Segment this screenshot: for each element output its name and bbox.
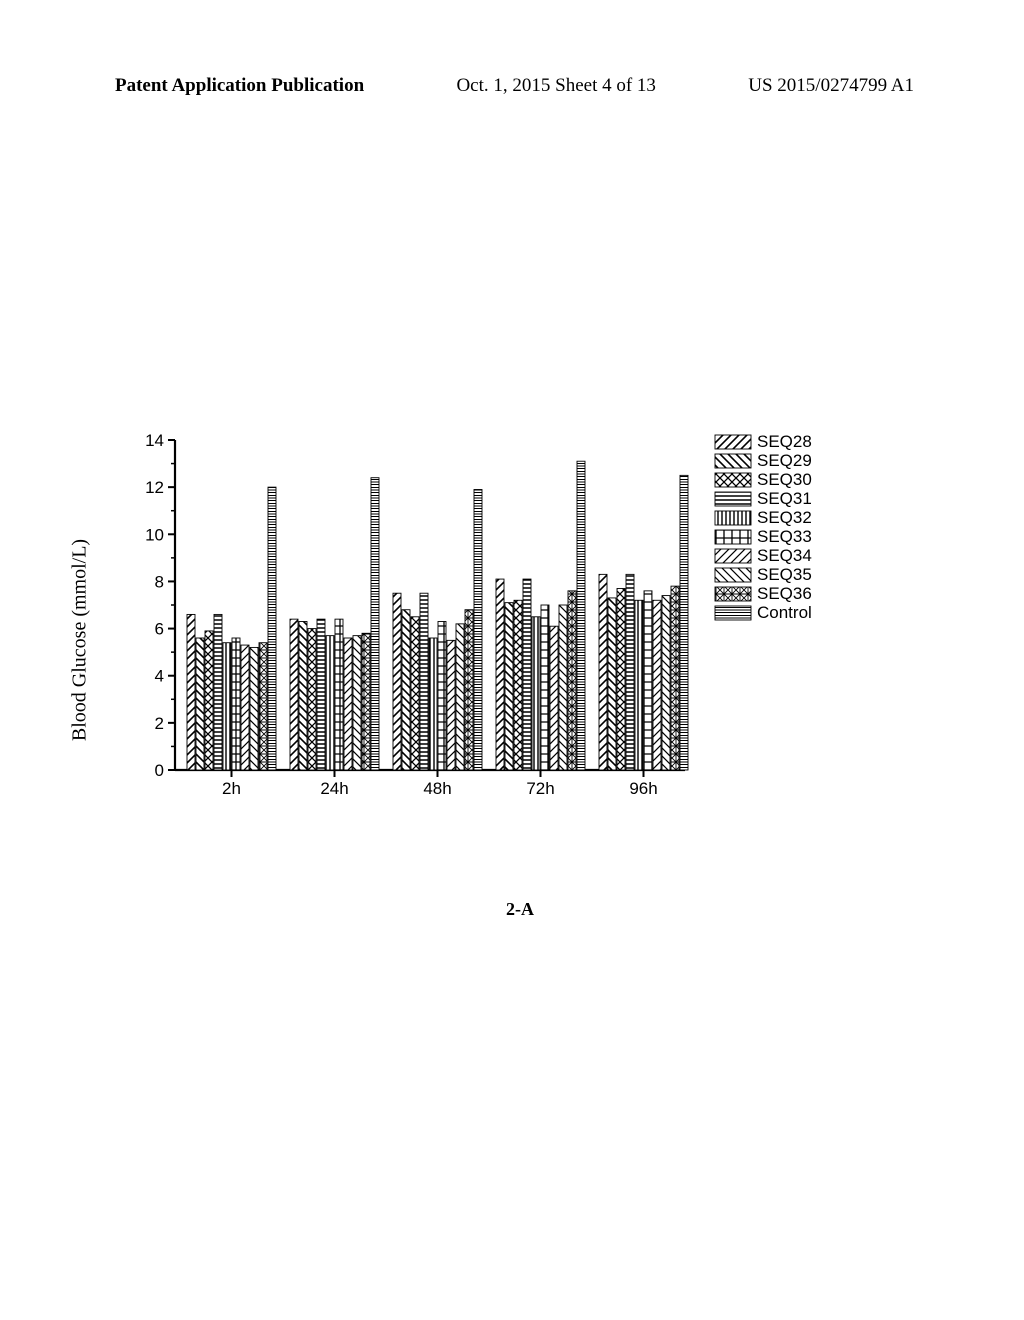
- svg-text:2: 2: [155, 714, 164, 733]
- header-left: Patent Application Publication: [115, 75, 364, 97]
- page-header: Patent Application Publication Oct. 1, 2…: [0, 75, 1024, 97]
- svg-text:96h: 96h: [629, 779, 657, 798]
- svg-text:48h: 48h: [423, 779, 451, 798]
- y-axis-label: Blood Glucose (mmol/L): [69, 539, 92, 741]
- header-right: US 2015/0274799 A1: [748, 75, 914, 97]
- svg-text:SEQ34: SEQ34: [757, 546, 812, 565]
- svg-text:SEQ36: SEQ36: [757, 584, 812, 603]
- svg-text:6: 6: [155, 620, 164, 639]
- svg-text:SEQ31: SEQ31: [757, 489, 812, 508]
- svg-text:SEQ33: SEQ33: [757, 527, 812, 546]
- svg-text:2h: 2h: [222, 779, 241, 798]
- svg-text:SEQ28: SEQ28: [757, 432, 812, 451]
- chart-svg: 0 2 4 6 8 10 12 14 2h 24h 48h 72h 96h SEQ28SEQ29SEQ30…: [120, 430, 885, 810]
- chart-sublabel: 2-A: [506, 899, 534, 920]
- svg-text:72h: 72h: [526, 779, 554, 798]
- chart-container: Blood Glucose (mmol/L) 024681012142h24h4…: [120, 430, 920, 850]
- svg-text:SEQ29: SEQ29: [757, 451, 812, 470]
- svg-text:8: 8: [155, 572, 164, 591]
- svg-text:0: 0: [155, 761, 164, 780]
- svg-text:14: 14: [145, 431, 164, 450]
- svg-text:4: 4: [155, 667, 164, 686]
- svg-text:SEQ32: SEQ32: [757, 508, 812, 527]
- svg-text:Control: Control: [757, 603, 812, 622]
- svg-text:SEQ35: SEQ35: [757, 565, 812, 584]
- svg-text:10: 10: [145, 525, 164, 544]
- header-center: Oct. 1, 2015 Sheet 4 of 13: [456, 75, 655, 97]
- svg-text:SEQ30: SEQ30: [757, 470, 812, 489]
- svg-text:24h: 24h: [320, 779, 348, 798]
- svg-text:12: 12: [145, 478, 164, 497]
